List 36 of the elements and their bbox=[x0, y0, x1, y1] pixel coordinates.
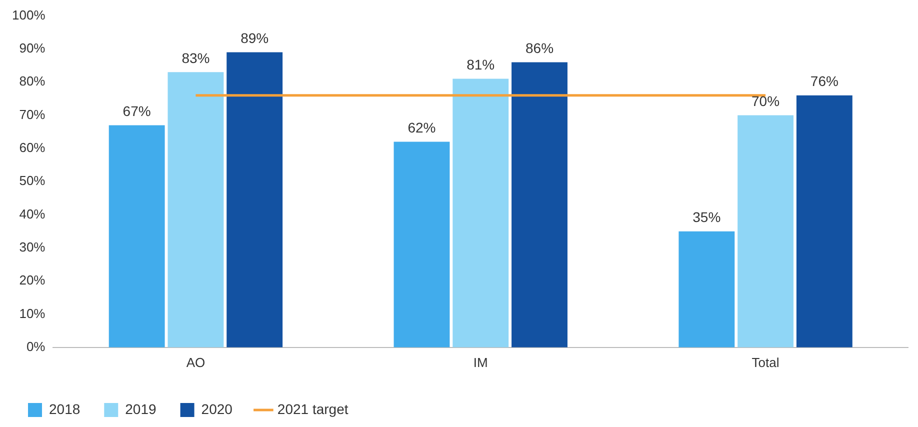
bar bbox=[168, 72, 224, 348]
data-label: 86% bbox=[525, 40, 554, 56]
x-tick-label: AO bbox=[186, 354, 206, 370]
legend-label: 2020 bbox=[201, 400, 233, 417]
y-tick-label: 90% bbox=[19, 40, 46, 56]
y-tick-label: 50% bbox=[19, 173, 46, 188]
bar bbox=[108, 125, 165, 348]
data-label: 81% bbox=[466, 56, 495, 73]
y-tick-label: 40% bbox=[19, 206, 46, 222]
y-tick-label: 30% bbox=[19, 240, 46, 254]
legend-label: 2021 target bbox=[277, 400, 348, 417]
x-tick-label: IM bbox=[473, 354, 488, 370]
bar bbox=[512, 62, 568, 348]
bar bbox=[738, 115, 794, 348]
legend-label: 2018 bbox=[49, 400, 80, 417]
y-tick-label: 60% bbox=[19, 140, 46, 156]
data-label: 35% bbox=[692, 209, 721, 226]
y-tick-label: 20% bbox=[19, 272, 46, 288]
y-tick-label: 70% bbox=[19, 106, 46, 122]
data-label: 89% bbox=[240, 30, 269, 46]
data-label: 76% bbox=[810, 73, 838, 90]
x-tick-label: Total bbox=[752, 354, 780, 370]
data-label: 62% bbox=[408, 120, 436, 136]
bar bbox=[452, 78, 509, 348]
legend-label: 2019 bbox=[125, 400, 157, 417]
y-tick-label: 0% bbox=[26, 338, 46, 354]
data-label: 83% bbox=[182, 50, 210, 66]
y-tick-label: 80% bbox=[19, 74, 46, 89]
bar bbox=[394, 142, 450, 348]
y-tick-label: 100% bbox=[12, 7, 46, 22]
data-label: 70% bbox=[752, 93, 780, 110]
data-label: 67% bbox=[122, 103, 151, 120]
bar bbox=[678, 231, 735, 348]
y-tick-label: 10% bbox=[19, 306, 46, 321]
bar bbox=[796, 95, 852, 348]
bar bbox=[226, 52, 283, 348]
